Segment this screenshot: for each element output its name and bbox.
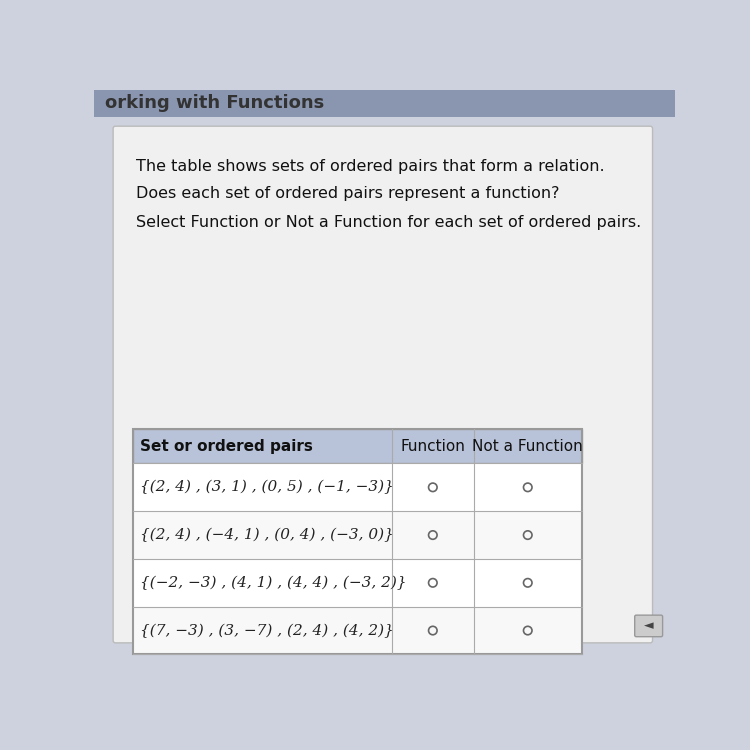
Text: ◄: ◄	[644, 620, 653, 632]
FancyBboxPatch shape	[133, 607, 582, 655]
Text: orking with Functions: orking with Functions	[105, 94, 325, 112]
Text: Does each set of ordered pairs represent a function?: Does each set of ordered pairs represent…	[136, 187, 560, 202]
FancyBboxPatch shape	[113, 126, 652, 643]
FancyBboxPatch shape	[94, 90, 675, 117]
FancyBboxPatch shape	[133, 512, 582, 559]
Text: {(2, 4) , (−4, 1) , (0, 4) , (−3, 0)}: {(2, 4) , (−4, 1) , (0, 4) , (−3, 0)}	[140, 528, 394, 542]
Text: {(2, 4) , (3, 1) , (0, 5) , (−1, −3)}: {(2, 4) , (3, 1) , (0, 5) , (−1, −3)}	[140, 480, 394, 494]
Text: Select Function or Not a Function for each set of ordered pairs.: Select Function or Not a Function for ea…	[136, 215, 641, 230]
FancyBboxPatch shape	[133, 559, 582, 607]
Text: Not a Function: Not a Function	[472, 439, 584, 454]
Text: Function: Function	[400, 439, 465, 454]
Text: The table shows sets of ordered pairs that form a relation.: The table shows sets of ordered pairs th…	[136, 160, 605, 175]
Text: Set or ordered pairs: Set or ordered pairs	[140, 439, 314, 454]
FancyBboxPatch shape	[133, 464, 582, 512]
Text: {(7, −3) , (3, −7) , (2, 4) , (4, 2)}: {(7, −3) , (3, −7) , (2, 4) , (4, 2)}	[140, 623, 394, 638]
Text: {(−2, −3) , (4, 1) , (4, 4) , (−3, 2)}: {(−2, −3) , (4, 1) , (4, 4) , (−3, 2)}	[140, 576, 406, 590]
FancyBboxPatch shape	[133, 429, 582, 464]
FancyBboxPatch shape	[634, 615, 662, 637]
